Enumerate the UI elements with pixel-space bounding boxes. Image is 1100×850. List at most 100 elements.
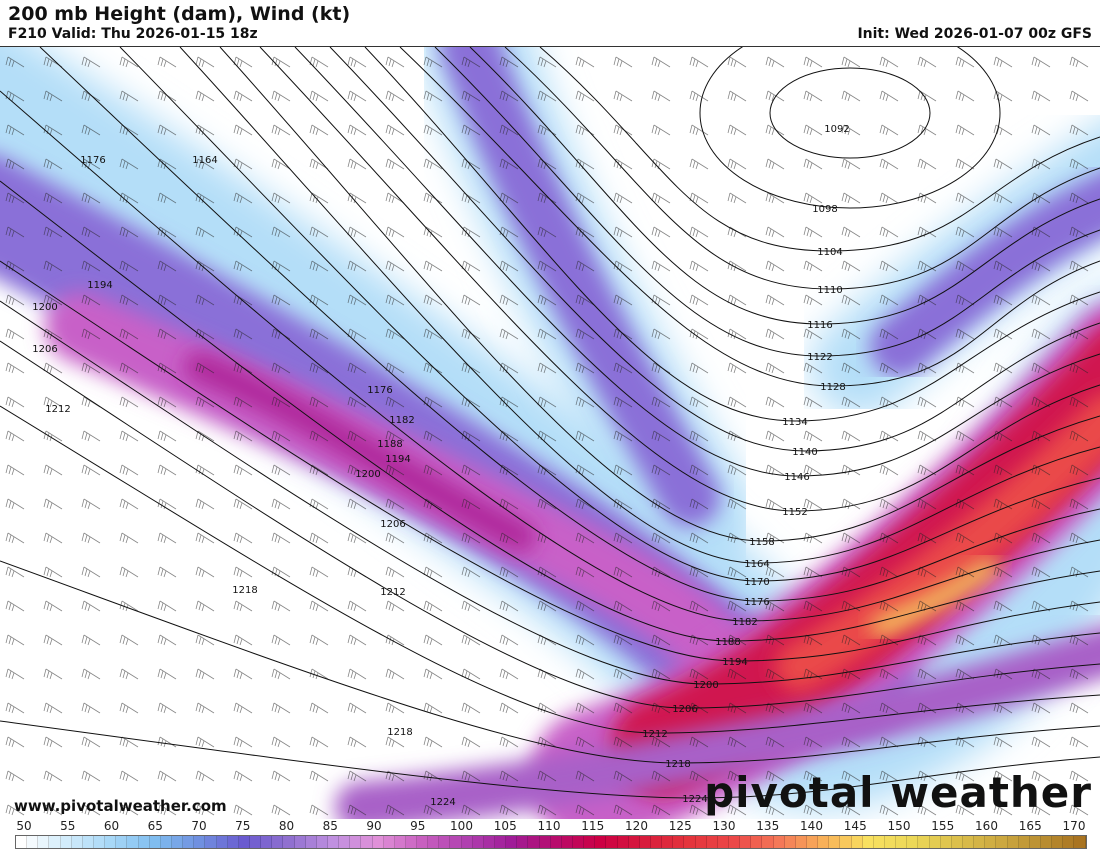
contour-label: 1146 — [784, 472, 809, 483]
contour-label: 1200 — [355, 469, 380, 480]
colorbar-cell — [93, 836, 106, 848]
colorbar-cell — [829, 836, 841, 848]
colorbar-tick-label: 95 — [410, 819, 426, 833]
colorbar-cell — [205, 836, 217, 848]
colorbar-cell — [394, 836, 406, 848]
colorbar-cell — [550, 836, 562, 848]
colorbar-cell — [272, 836, 284, 848]
height-contour — [504, 47, 1100, 290]
contour-label: 1188 — [377, 439, 402, 450]
colorbar-labels: 50 55 60 65 70 75 80 85 90 95 100 105 110 115 120 125 13… — [0, 819, 1100, 833]
contour-label: 1182 — [389, 415, 414, 426]
colorbar-cell — [16, 836, 28, 848]
colorbar-cell — [751, 836, 763, 848]
colorbar-tick-label: 65 — [147, 819, 163, 833]
contour-label: 1164 — [744, 559, 769, 570]
colorbar-cell — [884, 836, 897, 848]
height-contour — [434, 47, 1100, 357]
colorbar-tick-label: 100 — [450, 819, 473, 833]
height-contour — [0, 720, 1100, 799]
colorbar-tick-label: 75 — [235, 819, 251, 833]
colorbar-cell — [873, 836, 885, 848]
colorbar-cell — [840, 836, 852, 848]
colorbar-cell — [561, 836, 574, 848]
colorbar-cell — [784, 836, 796, 848]
website-url[interactable]: www.pivotalweather.com — [14, 797, 227, 815]
colorbar-cell — [695, 836, 707, 848]
colorbar-cell — [116, 836, 128, 848]
height-contour — [0, 260, 1100, 662]
colorbar-cell — [450, 836, 462, 848]
colorbar-cell — [684, 836, 696, 848]
colorbar-cell — [628, 836, 640, 848]
height-contour — [399, 47, 1100, 387]
colorbar-cell — [138, 836, 150, 848]
init-time: Init: Wed 2026-01-07 00z GFS — [857, 26, 1092, 42]
colorbar-cell — [249, 836, 262, 848]
colorbar-cell — [350, 836, 362, 848]
colorbar-tick-label: 130 — [712, 819, 736, 833]
colorbar-cell — [662, 836, 674, 848]
colorbar-tick-label: 70 — [191, 819, 207, 833]
colorbar-cell — [806, 836, 819, 848]
brand-watermark: pivotal weather — [704, 768, 1092, 817]
colorbar-cell — [951, 836, 963, 848]
height-contour — [699, 47, 1001, 209]
height-contour — [0, 300, 1100, 685]
colorbar-cell — [461, 836, 473, 848]
colorbar-cell — [729, 836, 741, 848]
contour-label: 1092 — [824, 124, 849, 135]
colorbar-cell — [283, 836, 295, 848]
colorbar-cell — [717, 836, 729, 848]
colorbar-cell — [639, 836, 652, 848]
colorbar-cell — [528, 836, 540, 848]
height-contour — [769, 67, 931, 159]
contour-label: 1206 — [380, 519, 405, 530]
colorbar-cell — [1007, 836, 1019, 848]
colorbar-cell — [483, 836, 496, 848]
contour-label: 1176 — [367, 385, 392, 396]
contour-label: 1128 — [820, 382, 845, 393]
contour-label: 1212 — [45, 404, 70, 415]
height-contour — [0, 90, 1100, 622]
colorbar-cell — [294, 836, 306, 848]
contour-label: 1182 — [732, 617, 757, 628]
colorbar-tick-label: 90 — [366, 819, 382, 833]
colorbar-cell — [472, 836, 484, 848]
colorbar-cell — [896, 836, 908, 848]
colorbar-cell — [862, 836, 874, 848]
height-contours — [0, 47, 1100, 799]
colorbar-cell — [795, 836, 807, 848]
colorbar-cell — [82, 836, 94, 848]
colorbar-tick-label: 125 — [668, 819, 692, 833]
colorbar-tick-label: 160 — [975, 819, 998, 833]
colorbar-cell — [405, 836, 418, 848]
contour-label: 1218 — [387, 727, 412, 738]
colorbar-cell — [962, 836, 975, 848]
colorbar-cell — [606, 836, 618, 848]
contour-label: 1122 — [807, 352, 832, 363]
colorbar-tick-label: 170 — [1062, 819, 1086, 833]
contour-label: 1206 — [32, 344, 57, 355]
colorbar-cell — [216, 836, 228, 848]
colorbar-cell — [127, 836, 139, 848]
colorbar-cell — [1029, 836, 1041, 848]
contour-label: 1218 — [665, 759, 690, 770]
wind-barbs — [0, 47, 1100, 819]
colorbar-cell — [706, 836, 718, 848]
contour-label: 1200 — [693, 680, 718, 691]
colorbar-cell — [617, 836, 629, 848]
colorbar-tick-label: 55 — [60, 819, 76, 833]
colorbar-cell — [227, 836, 239, 848]
contour-label: 1098 — [812, 204, 837, 215]
contour-label: 1194 — [722, 657, 747, 668]
colorbar-tick-label: 140 — [800, 819, 823, 833]
contour-label: 1152 — [782, 507, 807, 518]
weather-map[interactable]: 1104 1110 1116 1122 1128 1134 1140 1146 1152 1158… — [0, 46, 1100, 819]
colorbar-cell — [940, 836, 952, 848]
colorbar-cell — [1063, 836, 1075, 848]
contour-label: 1200 — [32, 302, 57, 313]
colorbar-cell — [27, 836, 39, 848]
contour-label: 1110 — [817, 285, 842, 296]
colorbar-cell — [261, 836, 273, 848]
